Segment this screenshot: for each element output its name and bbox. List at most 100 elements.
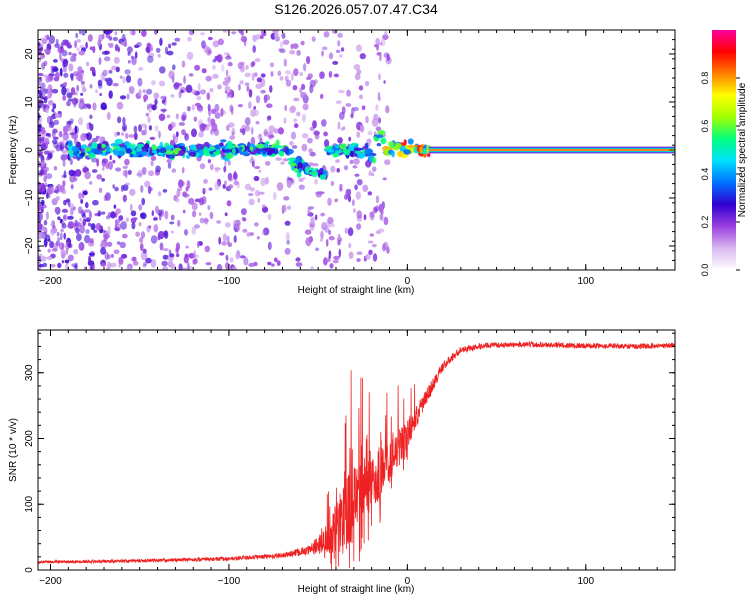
noise-blob xyxy=(159,66,166,74)
band-blob xyxy=(255,143,265,149)
noise-blob xyxy=(296,111,301,117)
noise-blob xyxy=(40,168,44,177)
noise-blob xyxy=(356,223,362,230)
noise-blob xyxy=(167,162,172,169)
band-blob xyxy=(84,147,92,152)
noise-blob xyxy=(99,229,106,233)
noise-blob xyxy=(89,66,96,72)
noise-blob xyxy=(301,83,306,90)
noise-blob xyxy=(382,177,387,181)
noise-blob xyxy=(142,248,147,254)
snr-axes-frame xyxy=(37,329,676,571)
noise-blob xyxy=(279,76,284,81)
noise-blob xyxy=(61,222,67,229)
noise-blob xyxy=(45,75,50,84)
noise-blob xyxy=(39,223,45,232)
noise-blob xyxy=(82,218,87,227)
noise-blob xyxy=(125,217,129,223)
noise-blob xyxy=(293,97,300,102)
noise-blob xyxy=(150,259,157,268)
noise-blob xyxy=(161,260,168,267)
noise-blob xyxy=(246,85,250,92)
noise-blob xyxy=(230,106,234,115)
noise-blob xyxy=(42,91,46,98)
noise-blob xyxy=(369,233,374,237)
noise-blob xyxy=(182,191,187,197)
noise-blob xyxy=(204,126,210,131)
noise-blob xyxy=(201,68,207,74)
noise-blob xyxy=(157,235,161,241)
noise-blob xyxy=(283,196,290,201)
noise-blob xyxy=(345,103,352,107)
band-blob xyxy=(97,143,102,150)
noise-blob xyxy=(40,53,46,59)
noise-blob xyxy=(148,125,152,131)
noise-blob xyxy=(80,92,84,96)
noise-blob xyxy=(67,120,73,125)
noise-blob xyxy=(147,52,155,58)
noise-blob xyxy=(225,69,229,77)
noise-blob xyxy=(289,140,294,146)
noise-blob xyxy=(168,70,175,79)
band-blob xyxy=(144,143,150,149)
noise-blob xyxy=(118,256,124,265)
noise-blob xyxy=(175,197,180,203)
noise-blob xyxy=(56,231,60,237)
noise-blob xyxy=(70,77,74,81)
noise-blob xyxy=(300,40,305,46)
noise-blob xyxy=(271,263,275,267)
noise-blob xyxy=(110,262,117,268)
band-blob xyxy=(388,141,395,148)
noise-blob xyxy=(187,106,191,112)
band-blob xyxy=(189,144,196,151)
noise-blob xyxy=(126,46,133,54)
noise-blob xyxy=(311,36,316,42)
noise-blob xyxy=(221,241,228,246)
noise-blob xyxy=(38,264,44,268)
noise-blob xyxy=(238,83,241,91)
noise-blob xyxy=(353,158,360,165)
noise-blob xyxy=(63,232,66,240)
snr-ytick-label: 100 xyxy=(24,495,35,512)
noise-blob xyxy=(61,139,65,147)
noise-blob xyxy=(73,91,78,96)
noise-blob xyxy=(255,95,261,104)
noise-blob xyxy=(232,219,238,229)
noise-blob xyxy=(217,84,222,90)
noise-blob xyxy=(337,233,341,238)
noise-blob xyxy=(243,257,249,266)
noise-blob xyxy=(310,266,314,270)
noise-blob xyxy=(38,80,42,85)
noise-blob xyxy=(66,41,71,48)
noise-blob xyxy=(144,180,151,188)
noise-blob xyxy=(105,161,109,170)
band-blob xyxy=(203,151,212,157)
noise-blob xyxy=(244,117,251,126)
noise-blob xyxy=(242,218,247,222)
noise-blob xyxy=(248,89,253,98)
noise-blob xyxy=(126,93,130,100)
spectrogram-ytick-label: −10 xyxy=(24,189,35,206)
noise-blob xyxy=(113,204,117,209)
noise-blob xyxy=(240,35,248,43)
noise-blob xyxy=(161,99,165,104)
band-blob xyxy=(80,152,86,156)
noise-blob xyxy=(38,182,42,189)
noise-blob xyxy=(153,92,160,100)
noise-blob xyxy=(269,62,275,68)
noise-blob xyxy=(332,30,338,34)
noise-blob xyxy=(78,117,84,126)
noise-blob xyxy=(224,159,227,168)
noise-blob xyxy=(121,253,128,259)
band-blob xyxy=(253,149,257,155)
noise-blob xyxy=(106,267,109,270)
noise-blob xyxy=(53,59,58,63)
noise-blob xyxy=(208,49,212,55)
noise-blob xyxy=(141,197,146,206)
noise-blob xyxy=(268,134,275,138)
noise-blob xyxy=(175,247,179,254)
noise-blob xyxy=(153,217,158,221)
noise-blob xyxy=(201,40,206,49)
colorbar-tick-label: 0.0 xyxy=(700,264,710,277)
noise-blob xyxy=(273,191,277,201)
